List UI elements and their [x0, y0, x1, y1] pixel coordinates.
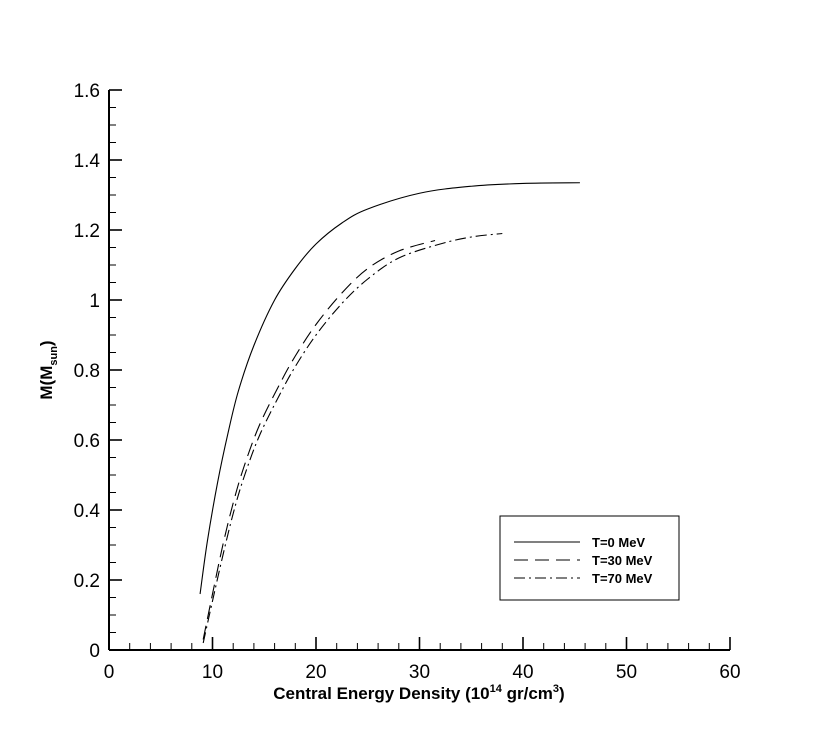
series-line-2 — [202, 239, 436, 640]
series-line-3 — [202, 232, 503, 644]
y-tick-label: 0.8 — [74, 361, 100, 382]
y-axis-title: M(Msun) — [37, 340, 60, 399]
x-tick-label: 30 — [409, 662, 430, 683]
y-tick-label: 1.6 — [74, 81, 100, 102]
y-tick-label: 1 — [89, 291, 100, 312]
x-tick-label: 20 — [305, 662, 326, 683]
major-ticks — [108, 89, 731, 651]
tick-labels: 0 10 20 30 40 50 60 0 0.2 0.4 0.6 0.8 1 1.2 1.4 1.6 — [74, 81, 741, 683]
y-tick-label: 1.4 — [74, 151, 101, 172]
legend: T=0 MeV T=30 MeV T=70 MeV — [499, 515, 680, 601]
x-tick-label: 40 — [512, 662, 533, 683]
y-tick-label: 0.2 — [74, 571, 100, 592]
curves — [199, 182, 580, 644]
legend-label-3: T=70 MeV — [592, 571, 653, 586]
series-line-1 — [199, 182, 580, 595]
legend-label-2: T=30 MeV — [592, 553, 653, 568]
x-tick-label: 10 — [202, 662, 223, 683]
x-tick-label: 60 — [719, 662, 740, 683]
minor-ticks — [109, 107, 710, 650]
x-tick-label: 0 — [104, 662, 115, 683]
y-tick-label: 0.4 — [74, 501, 101, 522]
legend-box — [499, 515, 680, 601]
legend-label-1: T=0 MeV — [592, 535, 645, 550]
x-tick-label: 50 — [616, 662, 637, 683]
y-tick-label: 0 — [89, 641, 100, 662]
y-tick-label: 0.6 — [74, 431, 100, 452]
y-tick-label: 1.2 — [74, 221, 100, 242]
x-axis-title: Central Energy Density (1014 gr/cm3) — [273, 683, 564, 703]
